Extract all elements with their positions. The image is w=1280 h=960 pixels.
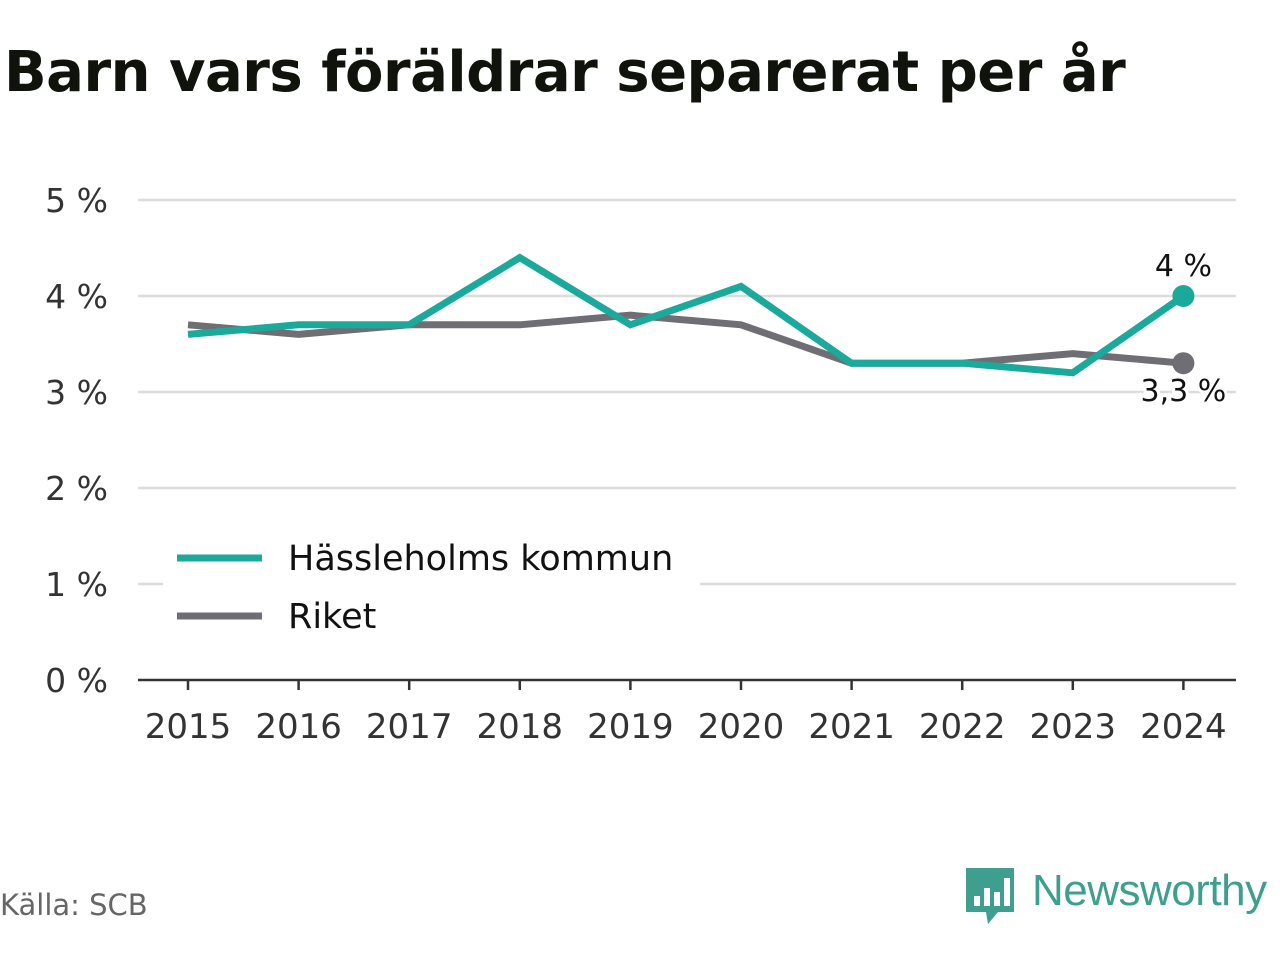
series-lines [187, 253, 1195, 377]
y-axis-tick-labels: 0 % 1 % 2 % 3 % 4 % 5 % [45, 181, 108, 700]
y-tick-label: 3 % [45, 373, 108, 412]
x-tick-label: 2023 [1030, 707, 1117, 747]
legend: Hässleholms kommun Riket [163, 528, 700, 644]
legend-background [163, 528, 700, 644]
y-tick-label: 1 % [45, 565, 108, 604]
series-end-point [1172, 285, 1195, 307]
y-tick-label: 5 % [45, 181, 108, 220]
x-tick-label: 2022 [919, 707, 1006, 747]
x-axis-tick-labels: 2015 2016 2017 2018 2019 2020 2021 2022 2023 2024 [145, 707, 1227, 747]
end-value-label: 3,3 % [1141, 374, 1227, 409]
chart-title: Barn vars föräldrar separerat per år [4, 40, 1126, 105]
source-note: Källa: SCB [0, 888, 148, 922]
x-axis [138, 678, 1236, 690]
x-tick-label: 2021 [808, 707, 895, 747]
legend-label: Riket [288, 597, 376, 637]
series-line [187, 253, 1186, 377]
end-value-labels: 4 % 3,3 % [1138, 246, 1230, 412]
gridlines [138, 198, 1236, 586]
y-tick-label: 0 % [45, 661, 108, 700]
x-tick-label: 2015 [145, 707, 232, 747]
x-tick-label: 2024 [1140, 707, 1227, 747]
brand-name: Newsworthy [1032, 866, 1267, 915]
end-value-label: 4 % [1155, 249, 1212, 284]
x-tick-label: 2018 [477, 707, 564, 747]
x-tick-label: 2020 [698, 707, 785, 747]
series-line [187, 311, 1184, 367]
series-end-point [1172, 352, 1195, 375]
x-tick-label: 2019 [587, 707, 674, 747]
newsworthy-logo-icon [966, 868, 1014, 924]
legend-label: Hässleholms kommun [288, 539, 673, 579]
y-tick-label: 2 % [45, 469, 108, 508]
x-tick-label: 2017 [366, 707, 453, 747]
brand-logo[interactable]: Newsworthy [964, 864, 1280, 928]
x-tick-label: 2016 [255, 707, 342, 747]
y-tick-label: 4 % [45, 277, 108, 316]
